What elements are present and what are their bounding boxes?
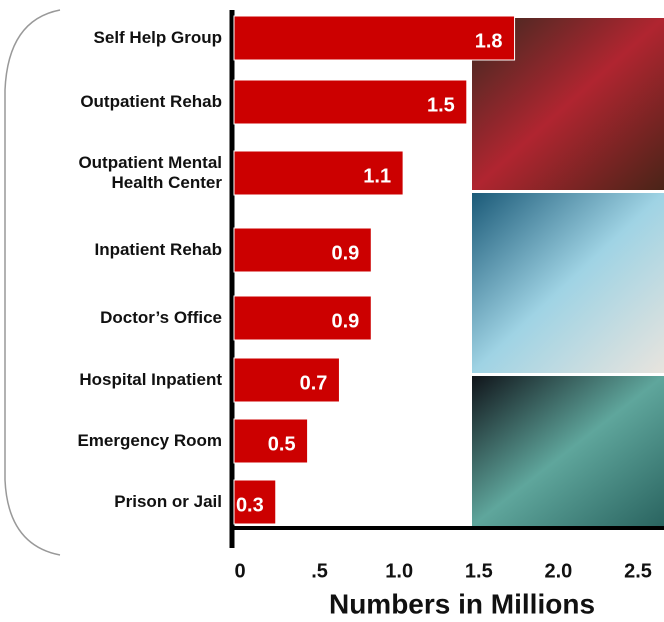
- bar: [233, 295, 372, 341]
- value-label: 0.5: [268, 433, 296, 455]
- x-tick-label: 0: [234, 560, 245, 582]
- y-tick-label: Inpatient Rehab: [94, 240, 222, 259]
- bar: [233, 418, 309, 464]
- y-tick-label: Prison or Jail: [114, 492, 222, 511]
- y-tick-label: Self Help Group: [93, 28, 222, 47]
- x-tick-label: .5: [311, 560, 328, 582]
- value-label: 1.8: [475, 30, 503, 52]
- bar: [233, 227, 372, 273]
- bar: [233, 357, 340, 403]
- x-tick-label: 1.0: [385, 560, 413, 582]
- value-label: 0.9: [331, 242, 359, 264]
- x-axis-title: Numbers in Millions: [329, 588, 595, 619]
- bar: [233, 79, 468, 125]
- value-label: 0.9: [331, 310, 359, 332]
- value-label: 1.1: [363, 165, 391, 187]
- y-tick-label: Hospital Inpatient: [79, 370, 222, 389]
- value-label: 0.3: [236, 494, 264, 516]
- value-label: 0.7: [300, 372, 328, 394]
- bar: [233, 15, 516, 61]
- y-tick-label: Outpatient Rehab: [80, 92, 222, 111]
- y-tick-label: Doctor’s Office: [100, 308, 222, 327]
- x-tick-label: 1.5: [465, 560, 493, 582]
- y-tick-label: Emergency Room: [77, 431, 222, 450]
- bar: [233, 479, 277, 525]
- y-tick-label: Outpatient Mental Health Center: [78, 153, 222, 192]
- bracket: [4, 9, 61, 556]
- photo: [472, 193, 664, 373]
- x-tick-label: 2.5: [624, 560, 652, 582]
- value-label: 1.5: [427, 94, 455, 116]
- photo: [472, 376, 664, 526]
- x-tick-label: 2.0: [544, 560, 572, 582]
- bar: [233, 150, 404, 196]
